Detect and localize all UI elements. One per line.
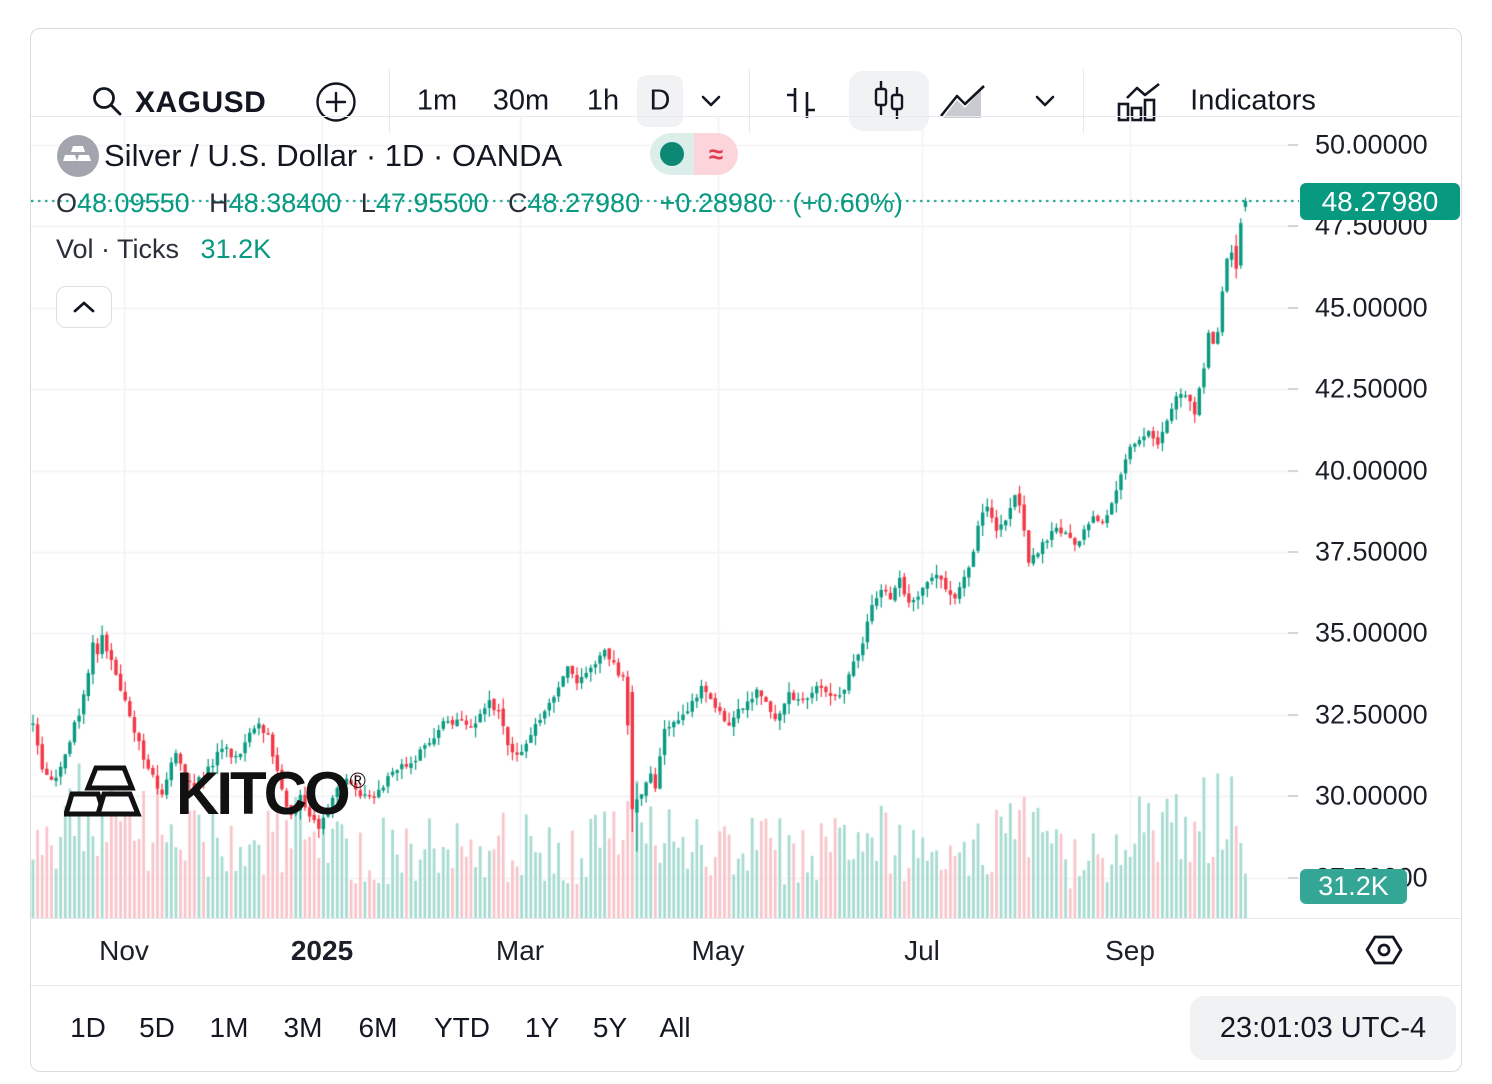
bars-chart-icon — [787, 88, 815, 118]
candles-chart-icon — [874, 81, 904, 119]
price-axis-tick — [1288, 551, 1298, 553]
close-value: 48.27980 — [527, 188, 641, 218]
price-axis-tick — [1288, 225, 1298, 228]
price-axis-tick — [1288, 469, 1298, 472]
volume-legend: Vol · Ticks 31.2K — [56, 234, 271, 265]
toolbar-divider-1 — [389, 69, 390, 133]
range-button-1d[interactable]: 1D — [70, 1012, 106, 1043]
price-axis-tick — [1288, 306, 1298, 309]
volume-label[interactable]: Vol · Ticks — [56, 234, 180, 264]
price-axis-label: 40.00000 — [1315, 455, 1428, 486]
price-axis-tick — [1288, 144, 1298, 146]
ohlc-legend: O48.09550 H48.38400 L47.95500 C48.27980 … — [56, 188, 915, 219]
open-value: 48.09550 — [77, 188, 190, 218]
timezone-clock[interactable]: 23:01:03 UTC-4 — [1190, 996, 1456, 1060]
price-axis-tick — [1288, 876, 1298, 879]
approx-icon: ≈ — [708, 138, 724, 169]
indicators-button-icon[interactable] — [1113, 79, 1167, 125]
toolbar-divider-3 — [1083, 69, 1084, 133]
kitco-watermark: KITCO ® — [64, 760, 366, 827]
time-axis-label-may[interactable]: May — [691, 935, 745, 966]
price-axis-label: 45.00000 — [1315, 292, 1428, 323]
kitco-watermark-reg: ® — [349, 768, 366, 793]
range-button-1y[interactable]: 1Y — [524, 1012, 560, 1043]
price-axis-label: 42.50000 — [1315, 373, 1428, 404]
volume-badge: 31.2K — [1300, 869, 1407, 904]
price-axis-tick — [1288, 632, 1298, 635]
symbol-logo — [56, 134, 100, 183]
chevron-down-icon — [1035, 95, 1055, 107]
silver-bars-logo-icon — [57, 135, 99, 177]
indicators-icon — [1117, 82, 1160, 122]
price-axis-label: 30.00000 — [1315, 780, 1428, 811]
chevron-down-icon — [701, 95, 721, 107]
current-price-badge: 48.27980 — [1300, 183, 1460, 220]
time-axis-label-nov[interactable]: Nov — [99, 935, 149, 966]
interval-button-1h[interactable]: 1h — [586, 84, 620, 117]
chevron-up-icon — [73, 301, 95, 313]
chart-settings-button[interactable] — [1364, 933, 1404, 967]
range-button-5d[interactable]: 5D — [139, 1012, 175, 1043]
interval-button-daily[interactable]: D — [649, 84, 671, 117]
symbol-search-button[interactable]: XAGUSD — [135, 86, 267, 119]
hexagon-settings-icon — [1365, 935, 1403, 965]
price-axis-label: 50.00000 — [1315, 129, 1428, 160]
kitco-watermark-text: KITCO — [176, 760, 351, 827]
high-value: 48.38400 — [228, 188, 342, 218]
time-axis-label-jul[interactable]: Jul — [904, 935, 940, 966]
status-open-segment — [650, 133, 694, 175]
indicators-button[interactable]: Indicators — [1190, 84, 1316, 117]
collapse-legend-button[interactable] — [56, 286, 112, 328]
volume-value: 31.2K — [200, 234, 272, 264]
price-axis-label: 32.50000 — [1315, 699, 1428, 730]
range-button-all[interactable]: All — [659, 1012, 691, 1043]
range-button-1m[interactable]: 1M — [209, 1012, 249, 1043]
search-icon-glyph — [93, 87, 122, 116]
chart-style-candles-button[interactable] — [867, 79, 911, 123]
range-button-5y[interactable]: 5Y — [592, 1012, 628, 1043]
bottom-toolbar-divider — [31, 985, 1461, 986]
close-label: C — [507, 188, 528, 218]
change-value: +0.28980 — [659, 188, 773, 218]
open-label: O — [56, 188, 78, 218]
symbol-title[interactable]: Silver / U.S. Dollar · 1D · OANDA — [104, 138, 563, 173]
time-axis-top-divider — [31, 918, 1461, 919]
interval-button-1m[interactable]: 1m — [416, 84, 458, 117]
price-axis-tick — [1288, 388, 1298, 391]
price-axis-tick — [1288, 713, 1298, 716]
high-label: H — [209, 188, 229, 218]
interval-dropdown-chevron[interactable] — [697, 89, 725, 113]
time-axis-label-mar[interactable]: Mar — [495, 935, 545, 966]
market-status-pill[interactable]: ≈ — [650, 133, 738, 175]
kitco-bars-logo-icon — [64, 765, 142, 817]
time-axis-label-2025[interactable]: 2025 — [290, 935, 354, 966]
price-axis-label: 35.00000 — [1315, 617, 1428, 648]
search-icon[interactable] — [89, 83, 125, 119]
range-button-3m[interactable]: 3M — [283, 1012, 323, 1043]
chart-style-area-button[interactable] — [937, 81, 989, 123]
range-button-6m[interactable]: 6M — [358, 1012, 398, 1043]
area-chart-icon — [939, 85, 985, 118]
price-chart-canvas[interactable] — [31, 116, 1299, 918]
change-percent: (+0.60%) — [792, 188, 903, 218]
chart-style-dropdown-chevron[interactable] — [1031, 89, 1059, 113]
toolbar-divider-2 — [749, 69, 750, 133]
range-button-ytd[interactable]: YTD — [434, 1012, 490, 1043]
price-axis-tick — [1288, 795, 1298, 798]
price-axis-label: 37.50000 — [1315, 536, 1428, 567]
chart-style-bars-button[interactable] — [779, 81, 823, 123]
status-dot-icon — [660, 142, 684, 166]
low-value: 47.95500 — [375, 188, 489, 218]
low-label: L — [360, 188, 376, 218]
status-delay-segment: ≈ — [694, 133, 738, 175]
interval-button-30m[interactable]: 30m — [492, 84, 550, 117]
time-axis-label-sep[interactable]: Sep — [1105, 935, 1155, 966]
